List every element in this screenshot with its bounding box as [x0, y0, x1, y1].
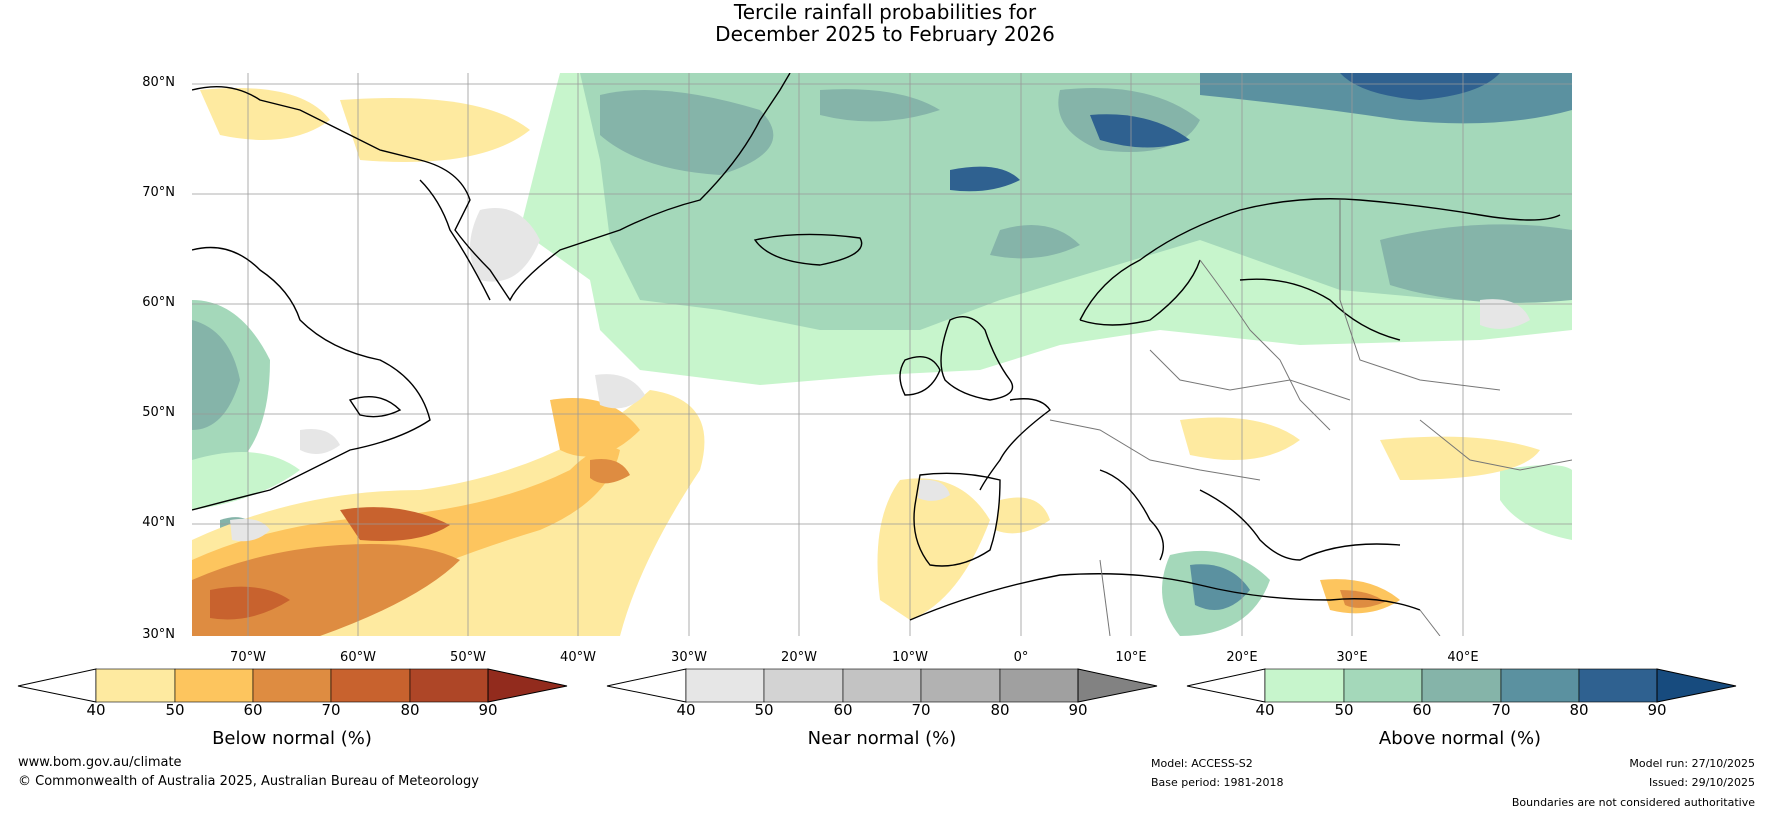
lon-label-30w: 30°W [671, 650, 707, 665]
lat-label-70n: 70°N [142, 185, 175, 200]
iceland-coast [753, 233, 863, 266]
cb-near-bin [763, 668, 844, 703]
cb-below-tick: 60 [243, 701, 263, 719]
lon-label-30e: 30°E [1336, 650, 1368, 665]
lon-label-70w: 70°W [230, 650, 266, 665]
probability-field [192, 73, 1572, 636]
lat-label-40n: 40°N [142, 515, 175, 530]
cb-near-bin [842, 668, 922, 703]
disclaimer-text: Boundaries are not considered authoritat… [1511, 796, 1755, 809]
map-title-line1: Tercile rainfall probabilities for [733, 0, 1037, 24]
base-period: Base period: 1981-2018 [1151, 776, 1284, 789]
map-title-line2: December 2025 to February 2026 [715, 22, 1055, 46]
cb-above-tick: 70 [1491, 701, 1511, 719]
greenland-west-coast [419, 179, 491, 301]
cb-above-tick: 80 [1569, 701, 1589, 719]
lon-label-50w: 50°W [450, 650, 486, 665]
cb-above-tick: 60 [1412, 701, 1432, 719]
issued-date: Issued: 29/10/2025 [1648, 776, 1755, 789]
border-line [1049, 419, 1261, 481]
cb-above-tick: 90 [1647, 701, 1667, 719]
norway-south-coast [1079, 259, 1201, 326]
baltic-coast [1239, 278, 1401, 341]
model-run-date: Model run: 27/10/2025 [1629, 757, 1755, 770]
lon-label-0: 0° [1013, 650, 1029, 665]
cb-below-bin [252, 668, 332, 703]
lon-label-10e: 10°E [1115, 650, 1147, 665]
lon-label-20w: 20°W [781, 650, 817, 665]
model-name: Model: ACCESS-S2 [1151, 757, 1253, 770]
border-line [1099, 559, 1111, 636]
border-line [1419, 609, 1441, 636]
cb-near-tick: 90 [1068, 701, 1088, 719]
cb-near-extend-low [606, 668, 687, 703]
border-line [1339, 200, 1501, 391]
cb-below-bin [95, 668, 176, 703]
cb-near-bin [999, 668, 1079, 703]
cb-near-tick: 80 [990, 701, 1010, 719]
cb-below-tick: 80 [400, 701, 420, 719]
cb-near-tick: 40 [676, 701, 696, 719]
scandinavia-coast [1079, 198, 1561, 321]
cb-below-bin [330, 668, 411, 703]
colorbar-near-normal [606, 668, 1158, 703]
cb-below-label: Below normal (%) [212, 728, 372, 749]
lat-label-30n: 30°N [142, 627, 175, 642]
cb-above-extend-high [1656, 668, 1737, 703]
border-line [1149, 349, 1351, 401]
cb-below-tick: 40 [86, 701, 106, 719]
cb-below-tick: 90 [478, 701, 498, 719]
cb-near-extend-high [1077, 668, 1158, 703]
cb-below-bin [174, 668, 254, 703]
cb-below-extend-low [17, 668, 97, 703]
cb-above-bin [1421, 668, 1502, 703]
lon-label-20e: 20°E [1226, 650, 1258, 665]
lat-label-60n: 60°N [142, 295, 175, 310]
cb-above-bin [1578, 668, 1658, 703]
cb-near-bin [685, 668, 765, 703]
cb-below-tick: 50 [165, 701, 185, 719]
cb-near-label: Near normal (%) [807, 728, 957, 749]
cb-below-tick: 70 [321, 701, 341, 719]
greenland-coast [192, 73, 791, 302]
cb-above-bin [1264, 668, 1345, 703]
cb-above-tick: 40 [1255, 701, 1275, 719]
north-america-coast [192, 246, 431, 511]
cb-below-extend-high [487, 668, 568, 703]
colorbar-below-normal [17, 668, 568, 703]
border-line [1199, 259, 1331, 431]
cb-above-tick: 50 [1334, 701, 1354, 719]
lon-label-40e: 40°E [1447, 650, 1479, 665]
iberia-coast [913, 472, 1001, 567]
lon-label-10w: 10°W [892, 650, 928, 665]
cb-near-bin [920, 668, 1001, 703]
cb-near-tick: 70 [911, 701, 931, 719]
copyright-text: © Commonwealth of Australia 2025, Austra… [18, 774, 479, 789]
cb-near-tick: 50 [754, 701, 774, 719]
newfoundland-coast [348, 396, 402, 418]
balkan-coast [1199, 489, 1401, 561]
cb-below-bin [409, 668, 489, 703]
cb-above-bin [1343, 668, 1423, 703]
cb-near-tick: 60 [833, 701, 853, 719]
cb-above-bin [1500, 668, 1580, 703]
lat-label-50n: 50°N [142, 405, 175, 420]
north-africa-coast [909, 573, 1421, 621]
lon-label-40w: 40°W [560, 650, 596, 665]
lat-label-80n: 80°N [142, 75, 175, 90]
lon-label-60w: 60°W [340, 650, 376, 665]
ireland-coast [899, 356, 941, 396]
cb-above-label: Above normal (%) [1378, 728, 1542, 749]
border-line [1419, 419, 1572, 471]
country-borders [1049, 200, 1572, 636]
coastlines [192, 73, 1561, 621]
italy-coast [1099, 469, 1164, 561]
great-britain-coast [940, 316, 1014, 401]
cb-above-extend-low [1186, 668, 1266, 703]
colorbar-above-normal [1186, 668, 1737, 703]
website-link[interactable]: www.bom.gov.au/climate [18, 755, 182, 770]
